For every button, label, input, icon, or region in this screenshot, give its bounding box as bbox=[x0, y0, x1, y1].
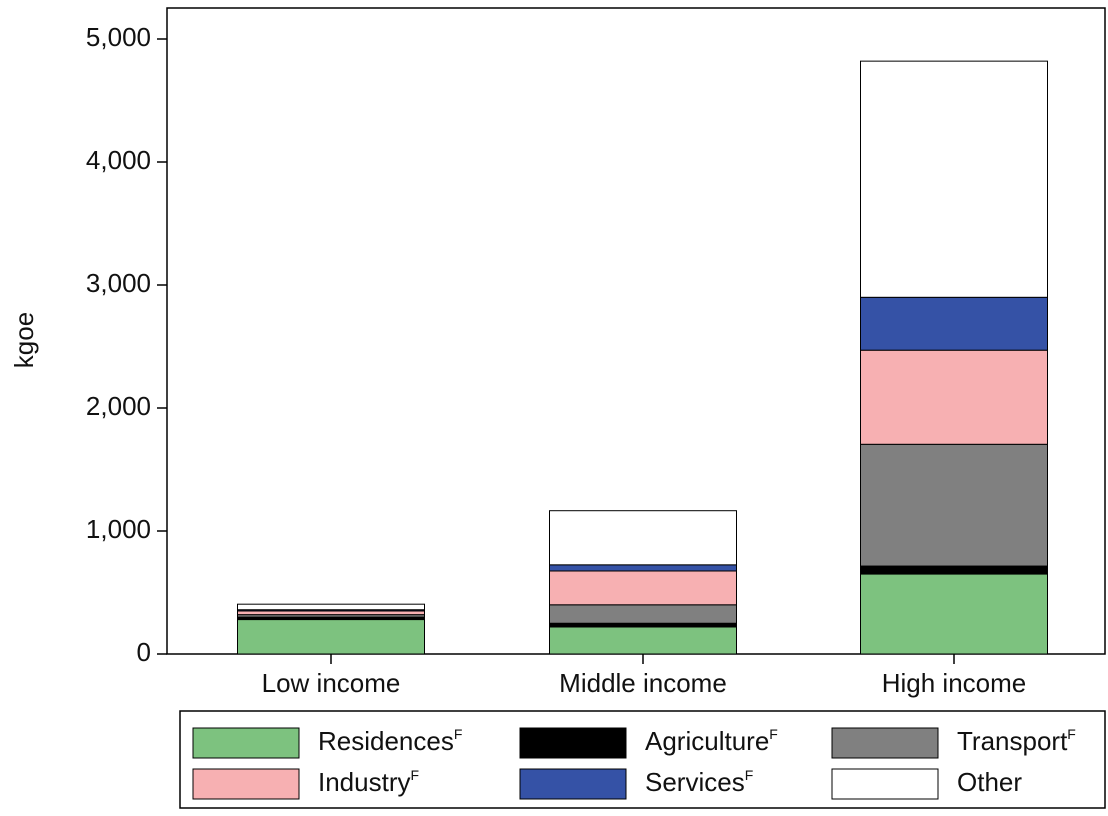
bar-segment bbox=[549, 510, 737, 566]
legend-swatch bbox=[831, 768, 939, 800]
y-tick-label: 5,000 bbox=[86, 22, 151, 52]
bar-segment bbox=[549, 564, 737, 572]
legend-swatch bbox=[519, 727, 627, 759]
bar-segment bbox=[237, 603, 425, 611]
legend-note: F bbox=[745, 767, 754, 783]
x-tick-label: Middle income bbox=[559, 668, 727, 698]
legend-label: AgricultureF bbox=[645, 726, 778, 756]
legend-swatch bbox=[192, 727, 300, 759]
bar-segment bbox=[860, 443, 1048, 567]
bar-segment bbox=[860, 60, 1048, 298]
bar-segment bbox=[549, 604, 737, 624]
y-tick-label: 2,000 bbox=[86, 391, 151, 421]
bar-segment bbox=[860, 565, 1048, 575]
bar-segment bbox=[549, 626, 737, 655]
bar-segment bbox=[549, 570, 737, 606]
bar-segment bbox=[549, 622, 737, 628]
bar-segment bbox=[237, 610, 425, 616]
legend-name: Services bbox=[645, 767, 745, 797]
legend-frame bbox=[179, 710, 1106, 809]
legend-label: ResidencesF bbox=[318, 726, 462, 756]
legend-note: F bbox=[411, 767, 420, 783]
bar-segment bbox=[860, 573, 1048, 655]
x-tick-label: Low income bbox=[262, 668, 401, 698]
y-tick-label: 1,000 bbox=[86, 514, 151, 544]
legend-name: Other bbox=[957, 767, 1022, 797]
legend-name: Agriculture bbox=[645, 726, 769, 756]
legend-label: ServicesF bbox=[645, 767, 753, 797]
bar-segment bbox=[860, 349, 1048, 445]
bar-segment bbox=[237, 619, 425, 655]
legend-note: F bbox=[454, 726, 463, 742]
legend-label: Other bbox=[957, 767, 1022, 797]
legend-swatch bbox=[831, 727, 939, 759]
y-tick-label: 0 bbox=[137, 637, 151, 667]
legend-note: F bbox=[769, 726, 778, 742]
legend-swatch bbox=[519, 768, 627, 800]
legend-note: F bbox=[1067, 726, 1076, 742]
legend-label: IndustryF bbox=[318, 767, 419, 797]
x-tick-label: High income bbox=[882, 668, 1027, 698]
y-axis-label: kgoe bbox=[9, 312, 39, 368]
bar-segment bbox=[860, 296, 1048, 351]
legend-swatch bbox=[192, 768, 300, 800]
legend-name: Industry bbox=[318, 767, 411, 797]
legend-name: Residences bbox=[318, 726, 454, 756]
y-tick-label: 4,000 bbox=[86, 145, 151, 175]
legend-label: TransportF bbox=[957, 726, 1076, 756]
y-tick-label: 3,000 bbox=[86, 268, 151, 298]
legend-name: Transport bbox=[957, 726, 1068, 756]
